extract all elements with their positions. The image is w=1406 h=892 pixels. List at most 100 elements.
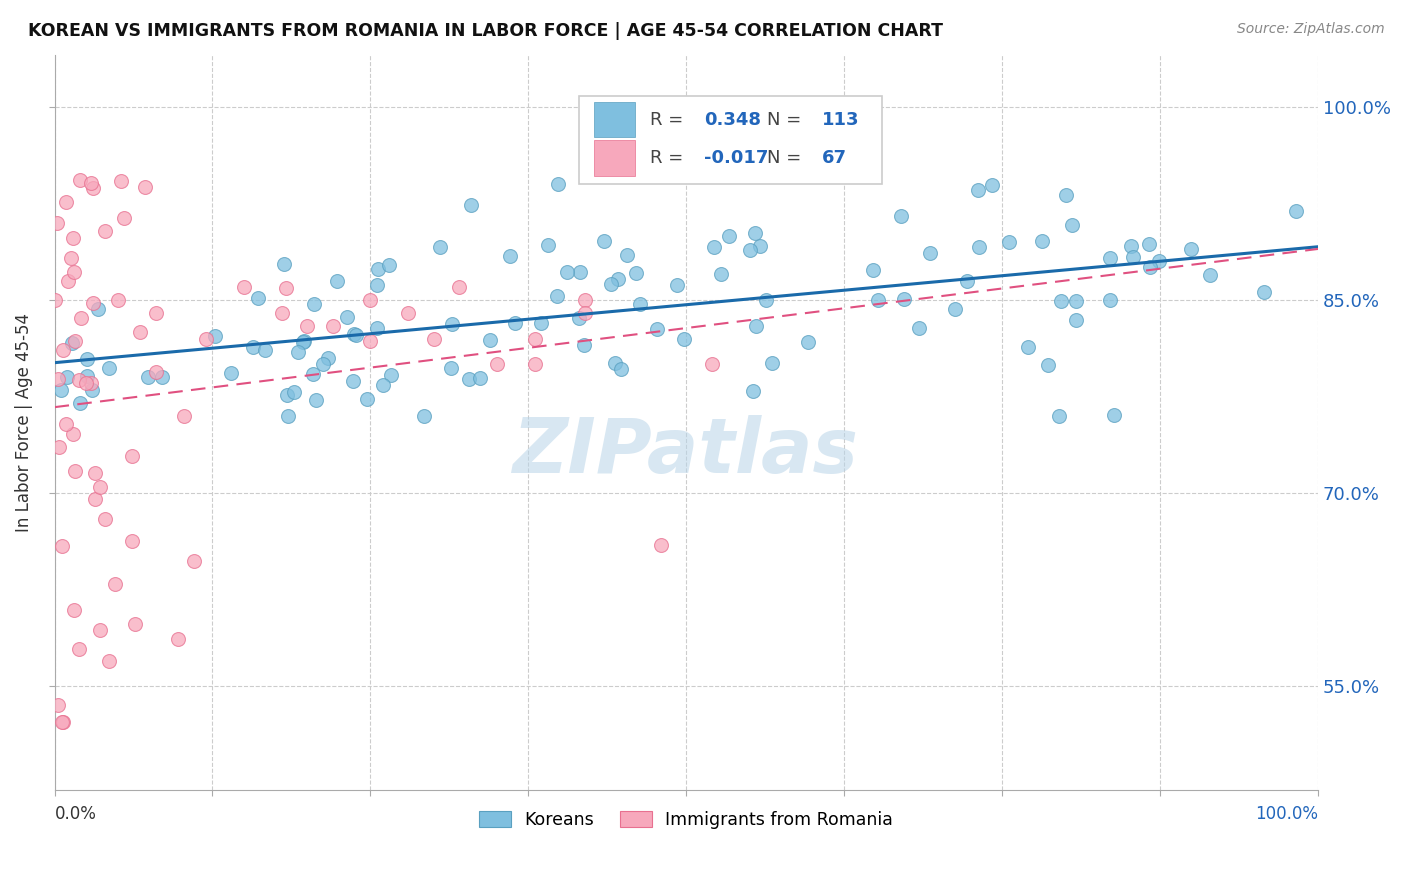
Point <box>104 576 127 591</box>
Point <box>373 378 395 392</box>
Point <box>413 409 436 423</box>
Point <box>94 512 117 526</box>
Point <box>110 174 132 188</box>
Point <box>523 332 546 346</box>
Point <box>128 325 150 339</box>
Point <box>616 248 638 262</box>
Point <box>1199 268 1222 282</box>
Point <box>305 392 328 407</box>
Point <box>893 292 915 306</box>
Point <box>46 372 69 386</box>
Point <box>195 332 218 346</box>
Point <box>359 334 381 348</box>
Point <box>943 302 966 317</box>
Point <box>1050 293 1073 308</box>
Point <box>1102 408 1125 422</box>
Point <box>46 698 69 713</box>
Point <box>44 293 66 307</box>
Point <box>82 383 104 397</box>
Text: 100.0%: 100.0% <box>1256 805 1319 823</box>
Point <box>485 357 508 371</box>
Point <box>1017 340 1039 354</box>
Point <box>890 210 912 224</box>
Point <box>862 263 884 277</box>
Text: 113: 113 <box>821 111 859 128</box>
Point <box>718 229 741 244</box>
Point <box>145 366 167 380</box>
Text: 0.348: 0.348 <box>704 111 761 128</box>
Point <box>478 333 501 347</box>
Point <box>318 351 340 365</box>
Point <box>700 357 723 371</box>
FancyBboxPatch shape <box>579 95 882 184</box>
Point <box>121 449 143 463</box>
Point <box>997 235 1019 249</box>
Point <box>650 538 672 552</box>
Point <box>55 194 77 209</box>
Point <box>273 257 295 271</box>
Point <box>62 230 84 244</box>
Text: R =: R = <box>650 111 689 128</box>
Point <box>749 238 772 252</box>
Point <box>63 265 86 279</box>
Point <box>546 289 568 303</box>
Point <box>967 183 990 197</box>
Point <box>89 623 111 637</box>
Point <box>292 334 315 348</box>
Point <box>52 715 75 730</box>
Point <box>136 370 159 384</box>
Point <box>87 301 110 316</box>
Point <box>69 396 91 410</box>
Point <box>1180 243 1202 257</box>
Point <box>247 291 270 305</box>
Point <box>124 617 146 632</box>
Point <box>366 277 388 292</box>
Point <box>302 297 325 311</box>
Point <box>291 335 314 350</box>
Point <box>274 281 297 295</box>
Point <box>233 280 256 294</box>
Point <box>344 328 367 343</box>
Point <box>1098 251 1121 265</box>
Point <box>69 173 91 187</box>
Point <box>107 293 129 307</box>
Point <box>253 343 276 358</box>
Point <box>150 370 173 384</box>
Point <box>530 316 553 330</box>
Point <box>134 180 156 194</box>
FancyBboxPatch shape <box>595 140 634 176</box>
Point <box>76 369 98 384</box>
Point <box>97 655 120 669</box>
Point <box>46 216 69 230</box>
Text: 67: 67 <box>821 149 846 167</box>
Text: Source: ZipAtlas.com: Source: ZipAtlas.com <box>1237 22 1385 37</box>
Point <box>62 427 84 442</box>
Point <box>429 240 451 254</box>
Point <box>796 334 818 349</box>
Point <box>76 352 98 367</box>
Point <box>242 341 264 355</box>
Point <box>56 370 79 384</box>
Point <box>51 714 73 729</box>
Point <box>1066 312 1088 326</box>
Point <box>1031 234 1053 248</box>
Point <box>63 602 86 616</box>
Point <box>1064 293 1087 308</box>
Point <box>569 265 592 279</box>
Point <box>336 310 359 325</box>
Point <box>458 371 481 385</box>
Point <box>600 277 623 292</box>
Point <box>79 376 101 390</box>
Text: KOREAN VS IMMIGRANTS FROM ROMANIA IN LABOR FORCE | AGE 45-54 CORRELATION CHART: KOREAN VS IMMIGRANTS FROM ROMANIA IN LAB… <box>28 22 943 40</box>
Text: R =: R = <box>650 149 689 167</box>
Point <box>322 318 344 333</box>
Point <box>84 491 107 506</box>
Point <box>628 297 651 311</box>
Point <box>366 321 388 335</box>
Point <box>204 328 226 343</box>
Point <box>468 371 491 385</box>
Point <box>55 417 77 431</box>
Point <box>666 277 689 292</box>
Point <box>183 554 205 568</box>
Point <box>1054 188 1077 202</box>
